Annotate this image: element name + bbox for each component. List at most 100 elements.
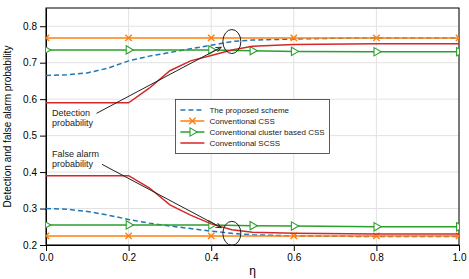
y-tick-mark bbox=[40, 26, 46, 27]
legend-swatch bbox=[180, 109, 204, 111]
series-line bbox=[46, 235, 459, 237]
legend-label: Conventional CSS bbox=[209, 117, 274, 126]
series-marker bbox=[208, 35, 214, 41]
x-tick: 1.0 bbox=[453, 245, 467, 263]
series-marker bbox=[291, 35, 297, 41]
x-tick-label: 1.0 bbox=[453, 252, 467, 263]
y-tick: 0.6 bbox=[23, 94, 46, 105]
series-marker bbox=[125, 233, 131, 239]
series-line bbox=[46, 176, 459, 234]
x-tick-mark bbox=[46, 245, 47, 251]
series-marker bbox=[456, 35, 459, 41]
series-marker bbox=[46, 35, 49, 41]
x-tick: 0.8 bbox=[370, 245, 384, 263]
annotation-text: Detectionprobability bbox=[52, 108, 94, 128]
plot: 0.00.20.40.60.81.00.20.30.40.50.60.70.8D… bbox=[23, 8, 467, 263]
series-marker bbox=[250, 46, 257, 54]
series-marker bbox=[373, 35, 379, 41]
series-marker bbox=[126, 46, 133, 54]
legend: The proposed scheme Conventional CSS Conve… bbox=[175, 100, 329, 154]
series bbox=[46, 46, 459, 56]
y-tick-label: 0.2 bbox=[23, 240, 37, 251]
y-tick: 0.4 bbox=[23, 167, 46, 178]
series-marker bbox=[46, 233, 49, 239]
x-tick-mark bbox=[294, 245, 295, 251]
highlight-ellipse bbox=[223, 221, 241, 245]
y-axis: 0.2 0.3 0.4 0.5 0.6 0.7 0.8 bbox=[23, 9, 46, 251]
y-tick-mark bbox=[40, 209, 46, 210]
legend-item: The proposed scheme bbox=[180, 106, 289, 115]
legend-item: Conventional CSS bbox=[180, 117, 274, 126]
x-tick-label: 0.6 bbox=[287, 252, 301, 263]
x-tick-mark bbox=[129, 245, 130, 251]
y-tick-mark bbox=[40, 99, 46, 100]
y-tick: 0.2 bbox=[23, 240, 46, 251]
series-marker bbox=[250, 222, 257, 230]
x-tick-label: 0.0 bbox=[40, 252, 54, 263]
y-axis-title: Detection and false alarm probability bbox=[2, 46, 13, 208]
legend-frame bbox=[175, 100, 329, 154]
series-marker bbox=[291, 222, 298, 230]
x-tick: 0.6 bbox=[287, 245, 301, 263]
series bbox=[46, 35, 459, 41]
x-tick: 0.0 bbox=[40, 245, 54, 263]
legend-label: Conventional cluster based CSS bbox=[209, 128, 324, 137]
legend-marker bbox=[190, 128, 197, 136]
x-tick-mark bbox=[376, 245, 377, 251]
grid-line-y bbox=[46, 172, 459, 173]
series-marker bbox=[374, 223, 381, 231]
series-marker bbox=[208, 233, 214, 239]
x-axis: 0.0 0.2 0.4 0.6 0.8 1.0 bbox=[40, 245, 467, 263]
series bbox=[46, 176, 459, 234]
series bbox=[46, 221, 459, 231]
series-marker bbox=[291, 47, 298, 55]
series bbox=[46, 44, 459, 103]
y-tick-label: 0.6 bbox=[23, 94, 37, 105]
y-tick-label: 0.7 bbox=[23, 57, 37, 68]
x-tick: 0.4 bbox=[205, 245, 219, 263]
series-marker bbox=[46, 221, 51, 229]
legend-label: The proposed scheme bbox=[209, 106, 289, 115]
series-marker bbox=[457, 223, 459, 231]
y-tick: 0.5 bbox=[23, 130, 46, 141]
x-tick-label: 0.2 bbox=[122, 252, 136, 263]
highlight-ellipse bbox=[223, 30, 241, 54]
x-tick-mark bbox=[459, 245, 460, 251]
grid-line-x bbox=[128, 8, 129, 245]
grid-line-y bbox=[46, 26, 459, 27]
grid bbox=[46, 8, 459, 245]
legend-item: Conventional cluster based CSS bbox=[180, 128, 324, 137]
x-tick-mark bbox=[211, 245, 212, 251]
series-marker bbox=[126, 221, 133, 229]
legend-swatch bbox=[180, 142, 204, 144]
y-tick-label: 0.3 bbox=[23, 203, 37, 214]
annotation-text: False alarmprobability bbox=[52, 149, 99, 169]
series-marker bbox=[46, 46, 51, 54]
y-tick: 0.7 bbox=[23, 57, 46, 68]
series-line bbox=[46, 37, 459, 39]
y-tick-mark bbox=[40, 136, 46, 137]
grid-line-y bbox=[46, 208, 459, 209]
y-tick-label: 0.8 bbox=[23, 21, 37, 32]
series-marker bbox=[125, 35, 131, 41]
y-tick: 0.3 bbox=[23, 203, 46, 214]
legend-label: Conventional SCSS bbox=[209, 139, 280, 148]
y-tick-mark bbox=[40, 172, 46, 173]
y-tick-label: 0.4 bbox=[23, 167, 37, 178]
grid-line-y bbox=[46, 62, 459, 63]
y-tick-label: 0.5 bbox=[23, 130, 37, 141]
y-tick-mark bbox=[40, 245, 46, 246]
legend-marker bbox=[189, 118, 195, 124]
y-tick: 0.8 bbox=[23, 21, 46, 32]
plot-area bbox=[46, 35, 459, 239]
x-tick-label: 0.8 bbox=[370, 252, 384, 263]
series-marker bbox=[457, 48, 459, 56]
legend-item: Conventional SCSS bbox=[180, 139, 280, 148]
series-marker bbox=[374, 48, 381, 56]
annotation-arrow bbox=[102, 164, 221, 227]
x-axis-title: η bbox=[249, 264, 256, 278]
series-line bbox=[46, 44, 459, 103]
x-tick: 0.2 bbox=[122, 245, 136, 263]
chart: 0.00.20.40.60.81.00.20.30.40.50.60.70.8D… bbox=[0, 0, 469, 279]
x-tick-label: 0.4 bbox=[205, 252, 219, 263]
